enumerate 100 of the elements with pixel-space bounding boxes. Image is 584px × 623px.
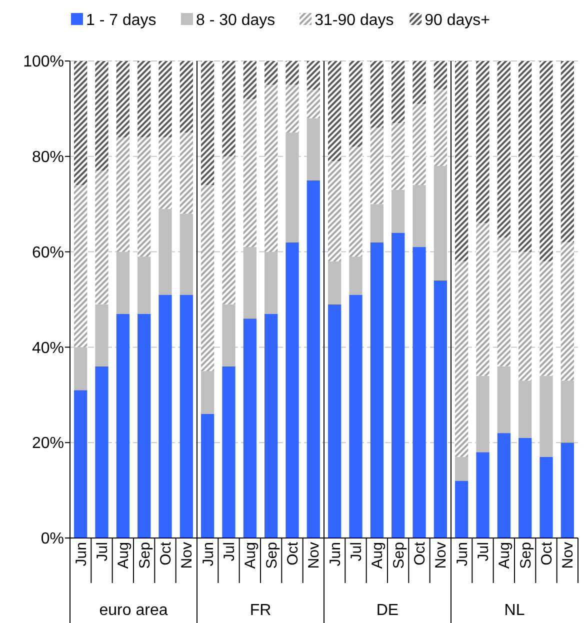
bar — [180, 294, 193, 538]
x-tick-label: Sep — [517, 542, 534, 569]
x-tick-label: Aug — [496, 542, 514, 569]
x-tick-label: Jul — [348, 542, 365, 562]
bar — [370, 61, 384, 128]
bar — [434, 280, 447, 538]
x-tick-label: Sep — [136, 542, 154, 569]
bar — [201, 185, 214, 372]
bar — [138, 314, 151, 538]
bar — [138, 256, 151, 314]
bar — [180, 132, 193, 214]
bar — [370, 242, 384, 538]
bar — [328, 304, 342, 538]
bar — [74, 185, 88, 348]
bar — [560, 61, 574, 242]
bar — [518, 61, 532, 252]
bar — [95, 170, 108, 304]
bar — [201, 371, 214, 414]
bar — [434, 61, 447, 90]
x-tick-label: Nov — [560, 542, 577, 569]
x-tick-label: Sep — [390, 542, 408, 569]
y-tick-label: 20% — [32, 435, 64, 452]
bar — [518, 380, 532, 438]
bar — [476, 452, 490, 538]
bar — [222, 366, 236, 538]
bar — [497, 61, 510, 238]
bar — [95, 366, 108, 538]
legend-label: 1 - 7 days — [86, 12, 156, 29]
bar — [455, 61, 468, 262]
x-tick-label: Jul — [94, 542, 111, 562]
bar — [412, 104, 426, 186]
x-tick-label: Sep — [263, 542, 280, 569]
bar — [349, 294, 362, 538]
bar — [455, 480, 468, 538]
bar — [349, 256, 362, 295]
bar — [201, 61, 214, 186]
x-tick-label: Oct — [158, 541, 174, 566]
bar — [455, 261, 468, 457]
bar — [518, 252, 532, 381]
bar — [328, 61, 342, 162]
bar — [540, 456, 553, 538]
bar — [392, 123, 405, 190]
bar — [138, 61, 151, 138]
bar — [328, 261, 342, 304]
bar — [560, 242, 574, 381]
bar — [138, 137, 151, 257]
bar — [540, 61, 553, 262]
text: euro area — [99, 602, 168, 619]
bar — [116, 314, 130, 538]
x-tick-label: Oct — [284, 541, 302, 566]
bar — [392, 190, 405, 233]
y-tick-label: 80% — [32, 149, 64, 166]
bar — [518, 438, 532, 538]
x-tick-label: Jul — [221, 542, 238, 562]
bar — [74, 390, 88, 538]
y-tick-label: 0% — [40, 530, 64, 548]
bar — [349, 61, 362, 147]
x-tick-label: Oct — [538, 541, 556, 566]
text: NL — [504, 602, 525, 619]
bar — [392, 61, 405, 124]
bar — [286, 242, 299, 538]
x-tick-label: Jun — [454, 542, 471, 566]
bar — [243, 318, 256, 538]
bar — [264, 61, 278, 85]
bar — [497, 433, 510, 538]
x-tick-label: Aug — [242, 542, 260, 569]
text: DE — [376, 602, 399, 619]
bar — [306, 61, 320, 90]
y-tick-label: 100% — [23, 54, 64, 71]
bar — [412, 61, 426, 104]
x-tick-label: Nov — [306, 542, 323, 569]
legend-label: 90 days+ — [424, 12, 490, 29]
bar — [306, 180, 320, 538]
x-tick-label: Jun — [326, 542, 344, 566]
x-tick-label: Jul — [475, 542, 492, 562]
bar — [476, 61, 490, 224]
bar — [286, 84, 299, 133]
bar — [222, 156, 236, 304]
bar — [540, 261, 553, 376]
bar — [243, 99, 256, 248]
bar — [264, 84, 278, 252]
bar — [158, 61, 172, 138]
bar — [95, 61, 108, 171]
bar — [370, 128, 384, 204]
bar — [497, 237, 510, 366]
bar — [180, 61, 193, 133]
x-tick-label: Nov — [432, 542, 450, 569]
bar — [412, 247, 426, 538]
bar — [286, 61, 299, 85]
legend-label: 8 - 30 days — [196, 12, 276, 29]
y-tick-label: 60% — [32, 244, 64, 262]
bar — [560, 442, 574, 538]
bar — [476, 223, 490, 376]
text: FR — [250, 602, 272, 619]
x-tick-label: Nov — [178, 542, 196, 569]
x-tick-label: Aug — [115, 542, 132, 569]
y-tick-label: 40% — [32, 340, 64, 357]
bar — [222, 61, 236, 156]
legend-label: 31-90 days — [314, 12, 394, 29]
bar — [264, 314, 278, 538]
